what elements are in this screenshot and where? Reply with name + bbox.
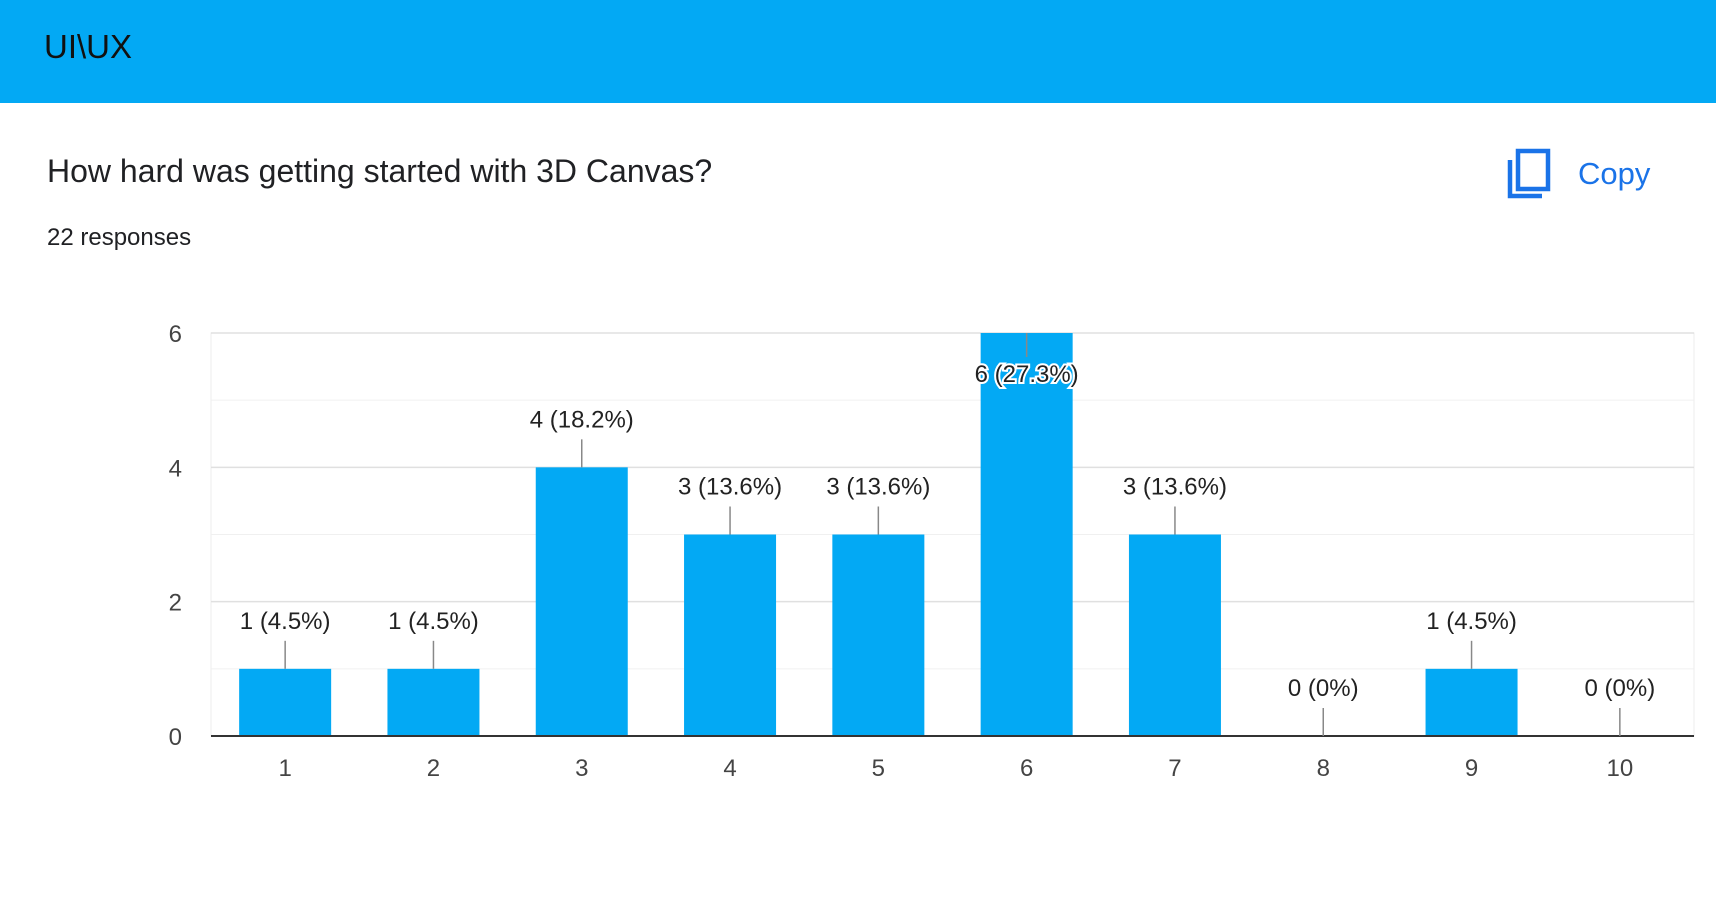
- x-tick-label: 10: [1606, 755, 1633, 782]
- y-tick-label: 4: [169, 455, 182, 482]
- copy-label: Copy: [1578, 156, 1651, 191]
- copy-button[interactable]: Copy: [1506, 146, 1666, 202]
- x-tick-label: 4: [723, 755, 736, 782]
- data-label: 1 (4.5%): [240, 608, 331, 635]
- bar: [535, 467, 628, 736]
- data-label: 3 (13.6%): [678, 474, 782, 501]
- bar: [1128, 534, 1221, 736]
- x-tick-label: 7: [1168, 755, 1181, 782]
- header-bar: UI\UX: [0, 0, 1716, 103]
- y-tick-label: 2: [169, 590, 182, 617]
- data-label: 6 (27.3%): [975, 361, 1079, 388]
- x-tick-label: 6: [1020, 755, 1033, 782]
- bar: [832, 534, 925, 736]
- data-label: 0 (0%): [1288, 675, 1359, 702]
- data-label: 3 (13.6%): [1123, 474, 1227, 501]
- x-tick-label: 2: [427, 755, 440, 782]
- x-tick-label: 9: [1465, 755, 1478, 782]
- data-label: 1 (4.5%): [1426, 608, 1517, 635]
- bar: [239, 668, 332, 736]
- x-tick-label: 1: [278, 755, 291, 782]
- bar: [387, 668, 480, 736]
- data-label: 3 (13.6%): [826, 474, 930, 501]
- y-tick-label: 6: [169, 321, 182, 348]
- response-count: 22 responses: [47, 224, 192, 251]
- x-tick-label: 5: [872, 755, 885, 782]
- y-tick-label: 0: [169, 724, 182, 751]
- form-title: UI\UX: [44, 28, 133, 65]
- copy-icon: [1507, 148, 1551, 199]
- data-label: 0 (0%): [1585, 675, 1656, 702]
- bar: [980, 333, 1073, 736]
- x-tick-label: 3: [575, 755, 588, 782]
- question-title: How hard was getting started with 3D Can…: [47, 153, 713, 189]
- bar: [684, 534, 777, 736]
- data-label: 1 (4.5%): [388, 608, 479, 635]
- bar: [1425, 668, 1518, 736]
- data-label: 4 (18.2%): [530, 406, 634, 433]
- x-tick-label: 8: [1317, 755, 1330, 782]
